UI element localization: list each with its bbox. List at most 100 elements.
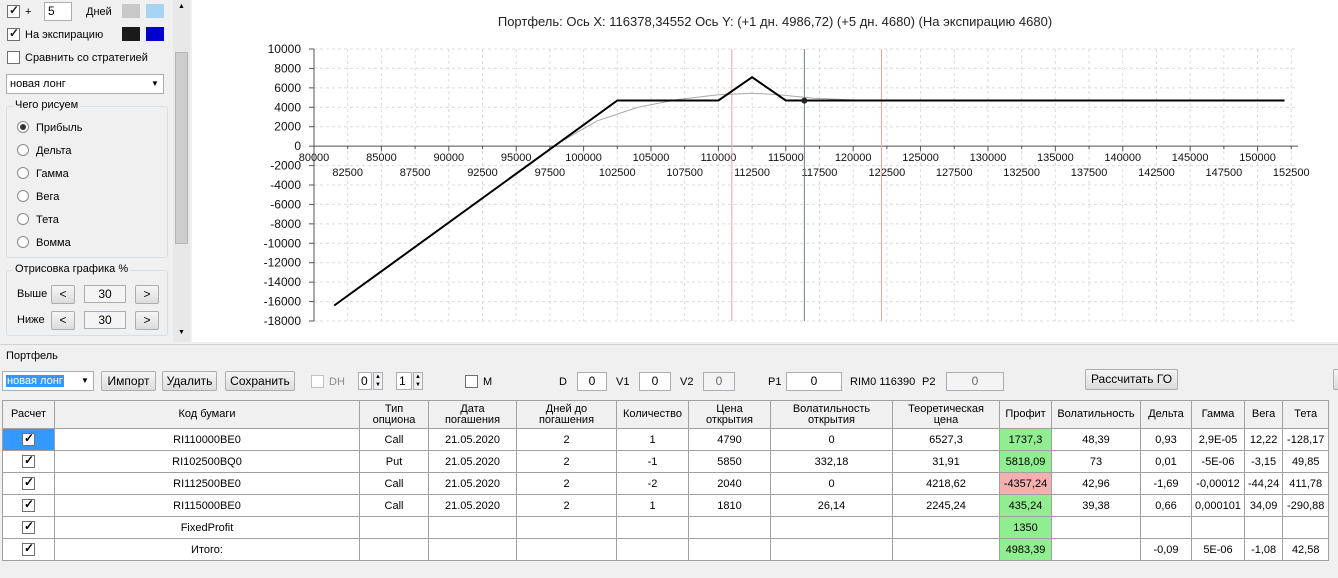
row-calc-checkbox[interactable] bbox=[22, 475, 35, 490]
cell-open-price[interactable]: 2040 bbox=[688, 472, 771, 495]
cell-profit[interactable]: -4357,24 bbox=[999, 472, 1052, 495]
cell-type[interactable]: Call bbox=[359, 428, 429, 451]
cell-qty[interactable] bbox=[616, 516, 689, 539]
cell-qty[interactable] bbox=[616, 538, 689, 561]
spin1-arrows[interactable]: ▲ ▼ bbox=[373, 372, 383, 390]
exp-color-swatch-2[interactable] bbox=[146, 27, 164, 41]
cell-date[interactable]: 21.05.2020 bbox=[428, 450, 517, 473]
cell-type[interactable] bbox=[359, 538, 429, 561]
cell-open-vol[interactable]: 0 bbox=[770, 472, 893, 495]
col-profit[interactable]: Профит bbox=[999, 400, 1052, 429]
above-increase-button[interactable]: > bbox=[135, 285, 159, 304]
cell-date[interactable]: 21.05.2020 bbox=[428, 472, 517, 495]
cell-profit[interactable]: 5818,09 bbox=[999, 450, 1052, 473]
cell-code[interactable]: FixedProfit bbox=[54, 516, 360, 539]
cell-type[interactable]: Put bbox=[359, 450, 429, 473]
cell-days[interactable]: 2 bbox=[516, 472, 617, 495]
cell-vega[interactable]: 34,09 bbox=[1243, 494, 1284, 517]
m-checkbox[interactable] bbox=[465, 375, 478, 388]
expiration-checkbox[interactable] bbox=[7, 26, 20, 41]
cell-days[interactable] bbox=[516, 538, 617, 561]
cell-open-price[interactable]: 5850 bbox=[688, 450, 771, 473]
scroll-thumb[interactable] bbox=[175, 52, 188, 244]
cell-open-price[interactable]: 4790 bbox=[688, 428, 771, 451]
col-theta[interactable]: Тета bbox=[1282, 400, 1330, 429]
cell-code[interactable]: RI115000BE0 bbox=[54, 494, 360, 517]
dh-checkbox[interactable] bbox=[311, 375, 324, 388]
above-decrease-button[interactable]: < bbox=[51, 285, 75, 304]
row-calc-checkbox[interactable] bbox=[22, 519, 35, 534]
cell-theta[interactable]: 42,58 bbox=[1282, 538, 1330, 561]
cell-theta[interactable]: -128,17 bbox=[1282, 428, 1330, 451]
days-checkbox[interactable] bbox=[7, 3, 20, 18]
d-input[interactable]: 0 bbox=[577, 372, 607, 391]
cell-gamma[interactable]: -0,00012 bbox=[1191, 472, 1245, 495]
strategy-select[interactable]: новая лонг ▼ bbox=[6, 74, 164, 94]
scroll-up-icon[interactable]: ▲ bbox=[178, 3, 185, 10]
table-row[interactable]: RI110000BE0Call21.05.202021479006527,317… bbox=[2, 428, 1330, 451]
cell-gamma[interactable]: 0,000101 bbox=[1191, 494, 1245, 517]
cell-type[interactable] bbox=[359, 516, 429, 539]
cell-theta[interactable]: 49,85 bbox=[1282, 450, 1330, 473]
plus5-color-swatch-2[interactable] bbox=[146, 4, 164, 18]
cell-vega[interactable]: 12,22 bbox=[1243, 428, 1284, 451]
chevron-down-icon[interactable]: ▼ bbox=[151, 79, 159, 88]
radio-delta[interactable] bbox=[17, 144, 29, 156]
spin2-arrows[interactable]: ▲ ▼ bbox=[413, 372, 423, 390]
cell-delta[interactable]: 0,66 bbox=[1140, 494, 1192, 517]
plus5-color-swatch[interactable] bbox=[122, 4, 140, 18]
cell-open-vol[interactable] bbox=[770, 538, 893, 561]
scroll-down-icon[interactable]: ▼ bbox=[178, 329, 185, 336]
portfolio-strategy-select[interactable]: новая лонг ▼ bbox=[2, 371, 94, 391]
cell-days[interactable]: 2 bbox=[516, 450, 617, 473]
col-days[interactable]: Дней до погашения bbox=[516, 400, 617, 429]
col-calc[interactable]: Расчет bbox=[2, 400, 55, 429]
cell-gamma[interactable]: 2,9E-05 bbox=[1191, 428, 1245, 451]
row-calc-checkbox[interactable] bbox=[22, 453, 35, 468]
table-row[interactable]: RI102500BQ0Put21.05.20202-15850332,1831,… bbox=[2, 450, 1330, 473]
cell-qty[interactable]: 1 bbox=[616, 428, 689, 451]
table-row[interactable]: RI115000BE0Call21.05.202021181026,142245… bbox=[2, 494, 1330, 517]
cell-theor[interactable]: 4218,62 bbox=[892, 472, 1000, 495]
row-calc-cell[interactable] bbox=[2, 428, 55, 451]
cell-days[interactable]: 2 bbox=[516, 494, 617, 517]
cell-gamma[interactable]: 5E-06 bbox=[1191, 538, 1245, 561]
row-calc-checkbox[interactable] bbox=[22, 541, 35, 556]
cell-delta[interactable] bbox=[1140, 516, 1192, 539]
cell-open-price[interactable] bbox=[688, 538, 771, 561]
cell-theor[interactable]: 6527,3 bbox=[892, 428, 1000, 451]
radio-vega[interactable] bbox=[17, 190, 29, 202]
cell-open-vol[interactable]: 26,14 bbox=[770, 494, 893, 517]
col-vol[interactable]: Волатильность bbox=[1051, 400, 1141, 429]
delete-button[interactable]: Удалить bbox=[162, 371, 217, 391]
calc-go-button[interactable]: Рассчитать ГО bbox=[1085, 369, 1178, 390]
cell-profit[interactable]: 1737,3 bbox=[999, 428, 1052, 451]
p1-input[interactable]: 0 bbox=[786, 372, 842, 391]
cell-theor[interactable]: 2245,24 bbox=[892, 494, 1000, 517]
below-value[interactable]: 30 bbox=[84, 311, 126, 329]
profit-chart[interactable]: Портфель: Ось X: 116378,34552 Ось Y: (+1… bbox=[192, 0, 1338, 342]
cell-type[interactable]: Call bbox=[359, 472, 429, 495]
cell-open-vol[interactable] bbox=[770, 516, 893, 539]
cell-vol[interactable]: 48,39 bbox=[1051, 428, 1141, 451]
cell-vega[interactable]: -3,15 bbox=[1243, 450, 1284, 473]
cell-theor[interactable]: 31,91 bbox=[892, 450, 1000, 473]
cell-type[interactable]: Call bbox=[359, 494, 429, 517]
cell-theor[interactable] bbox=[892, 538, 1000, 561]
p2-input[interactable]: 0 bbox=[946, 372, 1004, 391]
col-date[interactable]: Дата погашения bbox=[428, 400, 517, 429]
col-theor[interactable]: Теоретическая цена bbox=[892, 400, 1000, 429]
cell-theta[interactable]: -290,88 bbox=[1282, 494, 1330, 517]
chevron-down-icon[interactable]: ▼ bbox=[81, 376, 89, 385]
cell-delta[interactable]: 0,01 bbox=[1140, 450, 1192, 473]
cell-open-price[interactable] bbox=[688, 516, 771, 539]
exp-color-swatch[interactable] bbox=[122, 27, 140, 41]
row-calc-checkbox[interactable] bbox=[22, 431, 35, 446]
col-gamma[interactable]: Гамма bbox=[1191, 400, 1245, 429]
below-increase-button[interactable]: > bbox=[135, 311, 159, 330]
cell-vol[interactable] bbox=[1051, 538, 1141, 561]
cell-vol[interactable]: 42,96 bbox=[1051, 472, 1141, 495]
cell-open-price[interactable]: 1810 bbox=[688, 494, 771, 517]
cell-theta[interactable] bbox=[1282, 516, 1330, 539]
